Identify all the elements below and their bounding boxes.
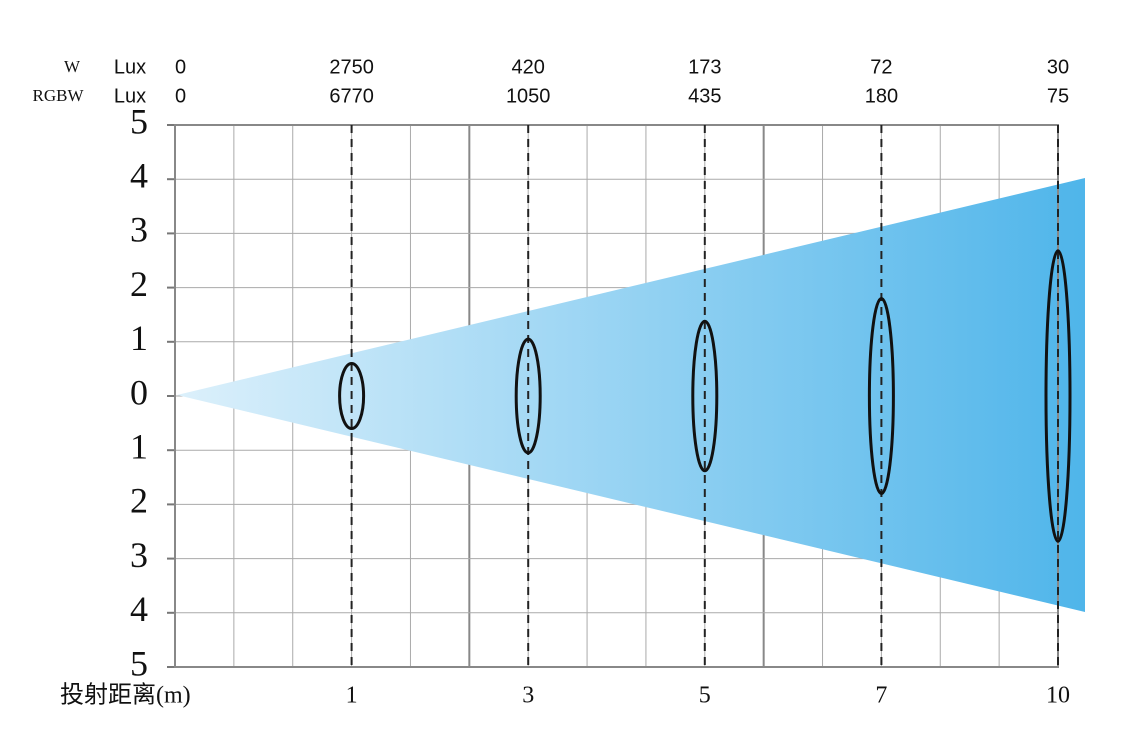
y-tick-label: 2 (130, 481, 148, 521)
lux-value: 180 (865, 85, 898, 107)
lux-value: 420 (512, 56, 545, 78)
lux-value: 173 (688, 56, 721, 78)
y-tick-label: 3 (130, 210, 148, 250)
lux-value: 72 (870, 56, 892, 78)
y-tick-label: 4 (130, 155, 148, 195)
lux-value: 6770 (329, 85, 374, 107)
x-tick-label: 7 (875, 683, 887, 709)
lux-unit: Lux (114, 85, 146, 107)
x-tick-label: 1 (346, 683, 358, 709)
lux-value: 435 (688, 85, 721, 107)
lux-value: 2750 (329, 56, 374, 78)
lux-unit: Lux (114, 56, 146, 78)
beam-ellipse (1044, 249, 1072, 543)
lux-value: 0 (175, 56, 186, 78)
beam-ellipse (338, 361, 366, 431)
y-tick-label: 1 (130, 426, 148, 466)
lux-row-name: RGBW (33, 86, 85, 105)
y-tick-label: 4 (130, 589, 148, 629)
lux-value: 30 (1047, 56, 1069, 78)
y-tick-label: 0 (130, 372, 148, 412)
y-tick-label: 5 (130, 643, 148, 683)
x-axis-label: 投射距离(m) (60, 682, 191, 709)
x-tick-label: 3 (522, 683, 534, 709)
beam-cone (177, 178, 1085, 612)
lux-row-name: W (64, 57, 81, 76)
y-tick-label: 3 (130, 535, 148, 575)
beam-ellipse (514, 337, 542, 455)
y-tick-label: 1 (130, 318, 148, 358)
lux-value: 75 (1047, 85, 1069, 107)
beam-ellipse (691, 319, 719, 473)
y-tick-label: 5 (130, 101, 148, 141)
lux-value: 1050 (506, 85, 551, 107)
y-tick-label: 2 (130, 264, 148, 304)
beam-ellipse (867, 296, 895, 496)
lux-value: 0 (175, 85, 186, 107)
x-tick-label: 10 (1046, 683, 1070, 709)
x-tick-label: 5 (699, 683, 711, 709)
